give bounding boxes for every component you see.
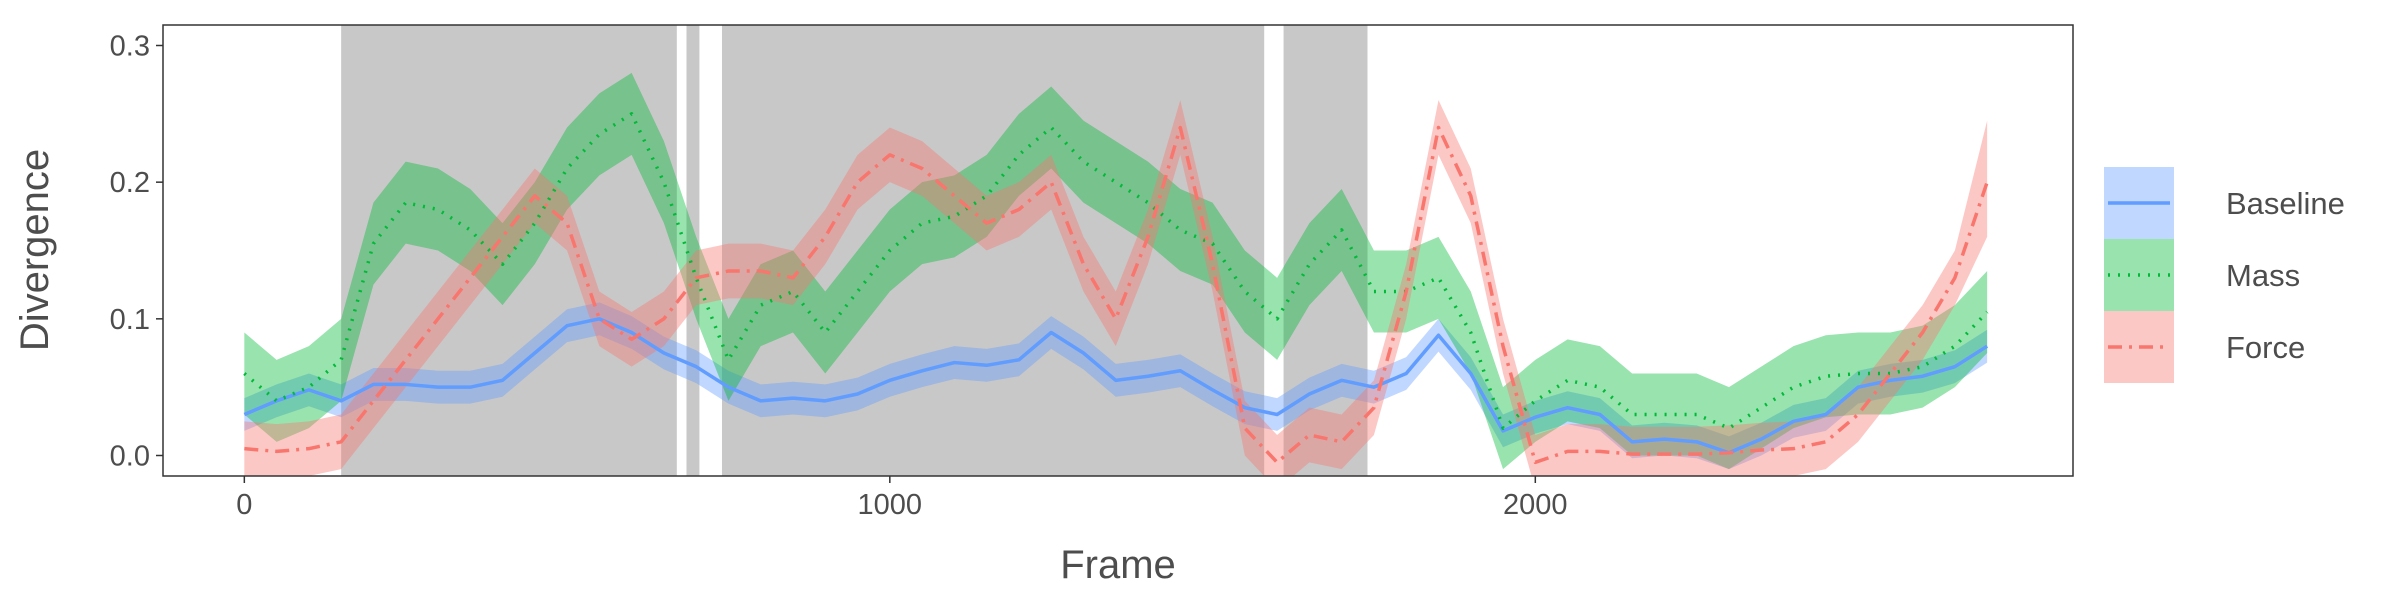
plot-panel bbox=[243, 25, 1989, 476]
shaded-region bbox=[341, 25, 677, 476]
series-line bbox=[243, 317, 1989, 455]
y-tick-label: 0.0 bbox=[110, 441, 150, 473]
x-axis-title: Frame bbox=[1060, 543, 1176, 587]
series-line bbox=[244, 125, 1989, 465]
y-tick-label: 0.3 bbox=[110, 31, 150, 63]
panel-border bbox=[162, 24, 2074, 477]
legend-label: Baseline bbox=[2226, 186, 2345, 221]
confidence-band bbox=[244, 100, 1988, 476]
y-tick-label: 0.1 bbox=[110, 304, 150, 336]
x-tick-label: 0 bbox=[236, 489, 252, 521]
legend-label: Mass bbox=[2226, 258, 2300, 293]
legend-label: Force bbox=[2226, 330, 2305, 365]
y-tick-label: 0.2 bbox=[110, 167, 150, 199]
confidence-band bbox=[244, 72, 1988, 470]
y-axis-title: Divergence bbox=[13, 149, 57, 351]
x-tick-label: 2000 bbox=[1503, 489, 1568, 521]
confidence-band bbox=[244, 302, 1988, 470]
x-tick-label: 1000 bbox=[858, 489, 923, 521]
